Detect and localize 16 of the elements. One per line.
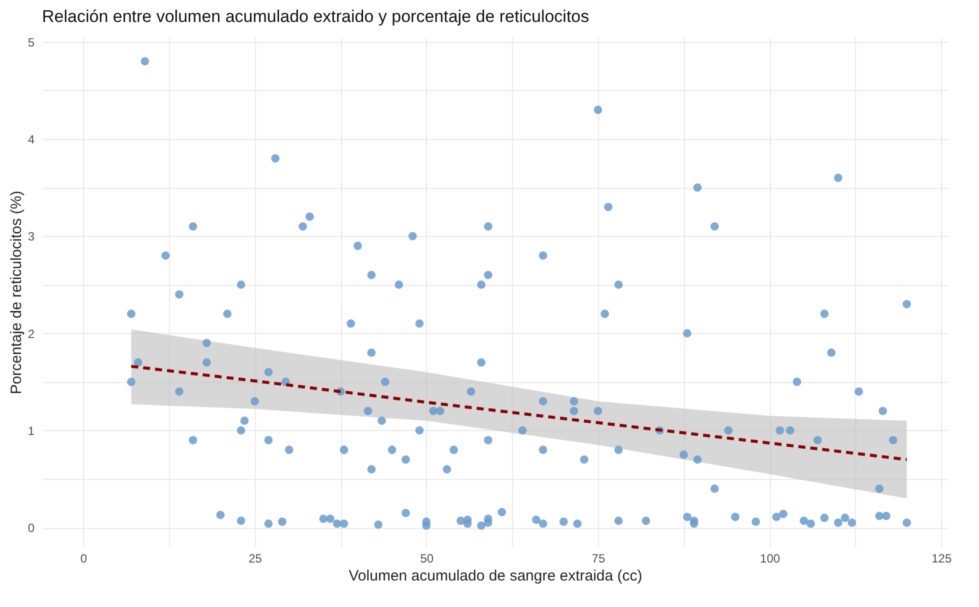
x-tick-label: 100 bbox=[760, 552, 780, 566]
y-tick-label: 3 bbox=[28, 230, 35, 244]
y-tick-label: 0 bbox=[28, 521, 35, 536]
x-tick-label: 0 bbox=[80, 552, 88, 566]
x-tick-label: 75 bbox=[592, 552, 606, 566]
line-series bbox=[130, 364, 908, 462]
y-tick-label: 4 bbox=[28, 132, 35, 146]
x-tick-label: 50 bbox=[420, 552, 434, 566]
y-axis-title: Porcentaje de reticulocitos (%) bbox=[8, 190, 25, 394]
y-tick-label: 5 bbox=[28, 35, 35, 50]
chart-title: Relación entre volumen acumulado extraido y porcentaje de reticulocitos bbox=[42, 6, 590, 26]
y-tick-label: 2 bbox=[28, 326, 35, 341]
x-tick-label: 125 bbox=[932, 552, 952, 566]
x-tick-label: 25 bbox=[248, 552, 262, 566]
y-tick-label: 1 bbox=[28, 424, 35, 438]
x-axis-title: Volumen acumulado de sangre extraida (cc) bbox=[348, 568, 642, 584]
